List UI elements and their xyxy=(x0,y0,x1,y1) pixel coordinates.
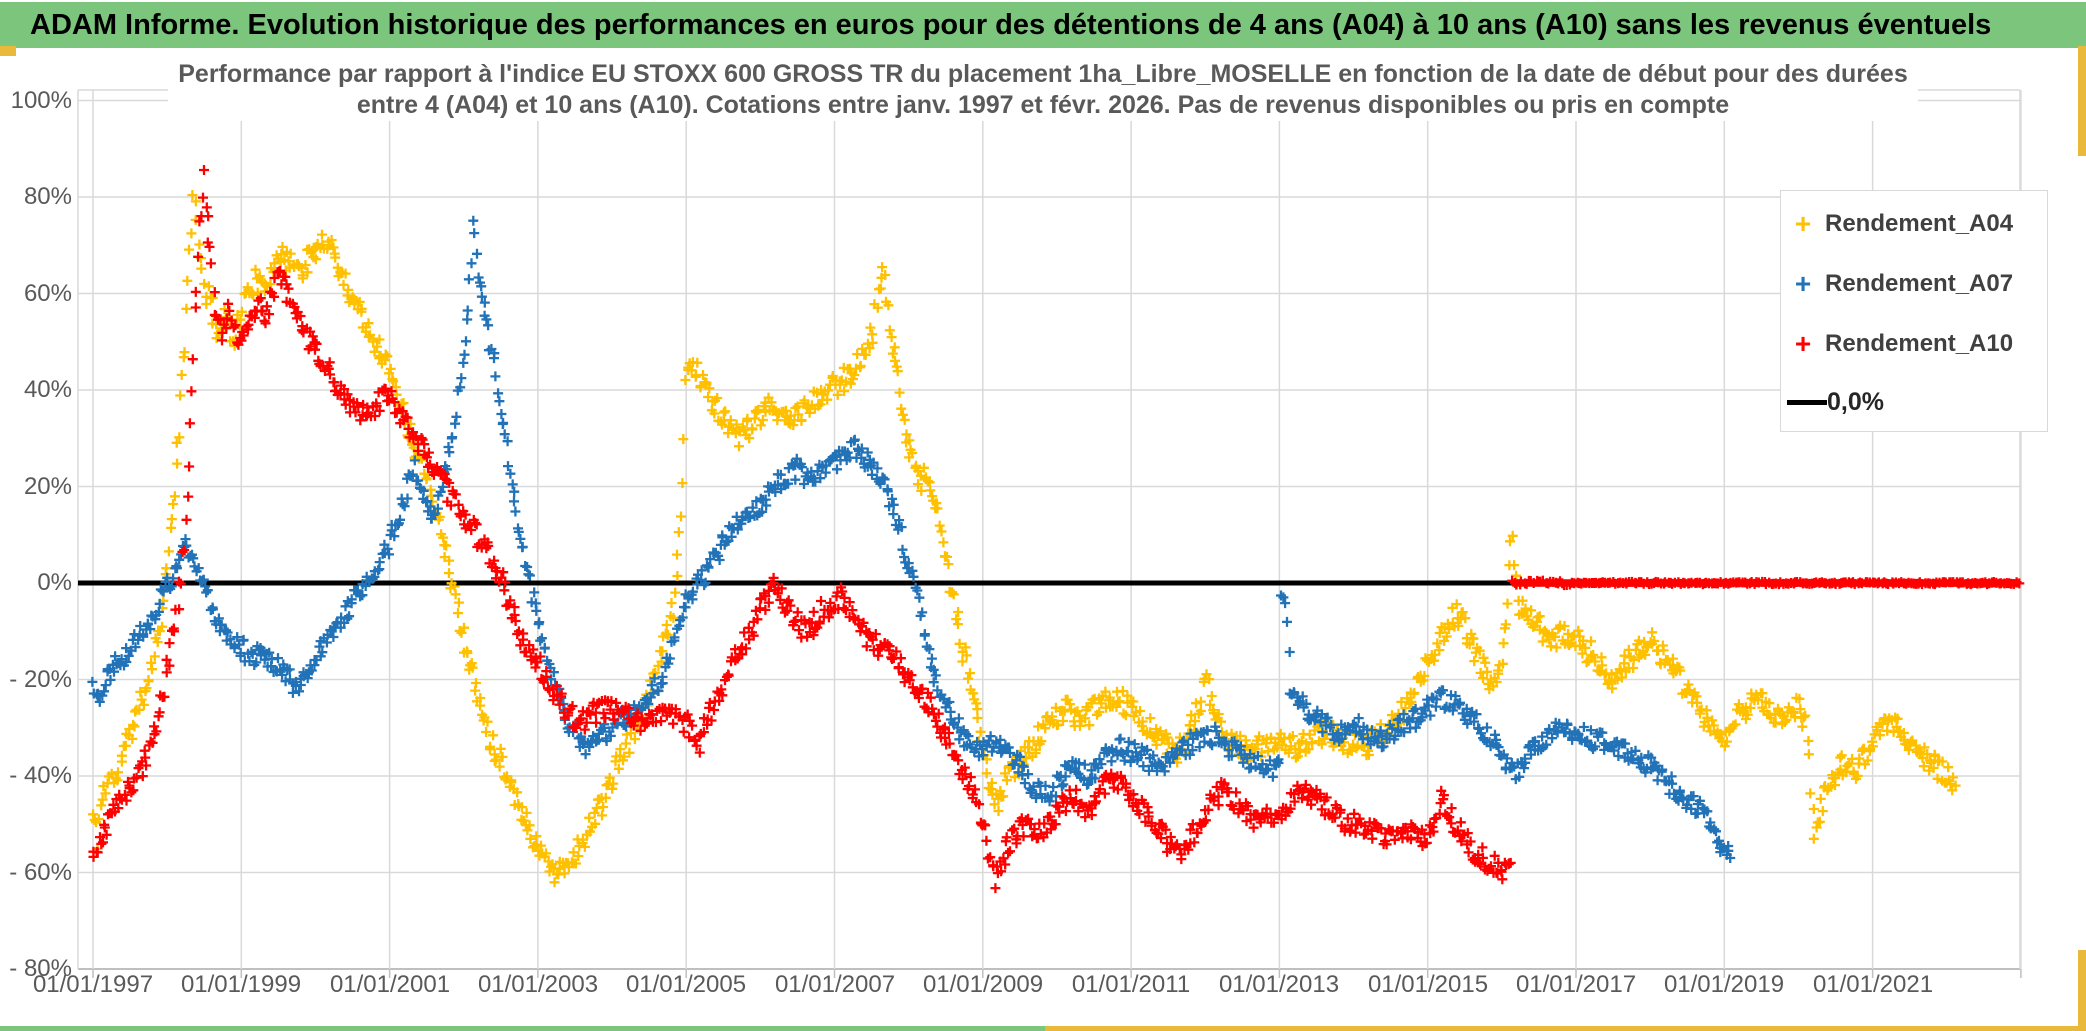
y-axis-tick-label: 80% xyxy=(23,183,72,210)
chart-title: Performance par rapport à l'indice EU ST… xyxy=(90,59,1996,121)
x-axis-tick-label: 01/01/2007 xyxy=(774,971,896,998)
x-axis-tick-label: 01/01/2005 xyxy=(625,971,747,998)
x-axis-tick-label: 01/01/2017 xyxy=(1515,971,1637,998)
y-axis-tick-label: - 20% xyxy=(9,666,72,693)
chart-legend: + Rendement_A04 + Rendement_A07 + Rendem… xyxy=(1780,190,2048,432)
legend-item-rendement-a07: + Rendement_A07 xyxy=(1781,261,2047,307)
gold-accent-right-bottom xyxy=(2078,950,2086,1031)
y-axis-tick-label: - 80% xyxy=(9,955,72,982)
y-axis-tick-label: 100% xyxy=(10,87,72,114)
legend-item-rendement-a10: + Rendement_A10 xyxy=(1781,321,2047,367)
plus-marker-icon-a07: + xyxy=(1794,268,1812,299)
x-axis-tick-label: 01/01/2001 xyxy=(329,971,451,998)
zero-line-marker-icon xyxy=(1787,399,1827,405)
x-axis-tick-label: 01/01/1997 xyxy=(32,971,154,998)
legend-item-rendement-a04: + Rendement_A04 xyxy=(1781,201,2047,247)
title-bar: ADAM Informe. Evolution historique des p… xyxy=(0,2,2086,48)
chart-title-line2: entre 4 (A04) et 10 ans (A10). Cotations… xyxy=(356,91,1730,119)
gold-accent-right-top xyxy=(2078,46,2086,156)
plus-marker-icon-a10: + xyxy=(1794,328,1812,359)
y-axis-tick-label: - 40% xyxy=(9,762,72,789)
y-axis-tick-label: 60% xyxy=(23,280,72,307)
legend-item-zero-line: 0,0% xyxy=(1781,379,2047,425)
legend-label: Rendement_A07 xyxy=(1825,270,2014,297)
x-axis-tick-label: 01/01/2015 xyxy=(1367,971,1489,998)
y-axis-tick-label: 0% xyxy=(37,569,72,596)
legend-label: 0,0% xyxy=(1827,387,1884,416)
y-axis-tick-label: 20% xyxy=(23,473,72,500)
x-axis-tick-label: 01/01/1999 xyxy=(180,971,302,998)
green-accent-bottom xyxy=(0,1026,1045,1031)
y-axis-tick-label: 40% xyxy=(23,376,72,403)
y-axis-tick-label: - 60% xyxy=(9,859,72,886)
legend-label: Rendement_A10 xyxy=(1825,330,2014,357)
x-axis-tick-label: 01/01/2003 xyxy=(477,971,599,998)
gold-accent-top-left xyxy=(0,46,16,56)
page-title: ADAM Informe. Evolution historique des p… xyxy=(30,8,1992,41)
x-axis-tick-label: 01/01/2021 xyxy=(1812,971,1934,998)
x-axis-tick-label: 01/01/2019 xyxy=(1663,971,1785,998)
x-axis-tick-label: 01/01/2009 xyxy=(922,971,1044,998)
legend-label: Rendement_A04 xyxy=(1825,210,2014,237)
plus-marker-icon-a04: + xyxy=(1794,208,1812,239)
x-axis-tick-label: 01/01/2013 xyxy=(1218,971,1340,998)
x-axis-tick-label: 01/01/2011 xyxy=(1071,971,1191,998)
gold-accent-bottom xyxy=(1045,1026,2086,1031)
chart-title-line1: Performance par rapport à l'indice EU ST… xyxy=(178,60,1908,88)
